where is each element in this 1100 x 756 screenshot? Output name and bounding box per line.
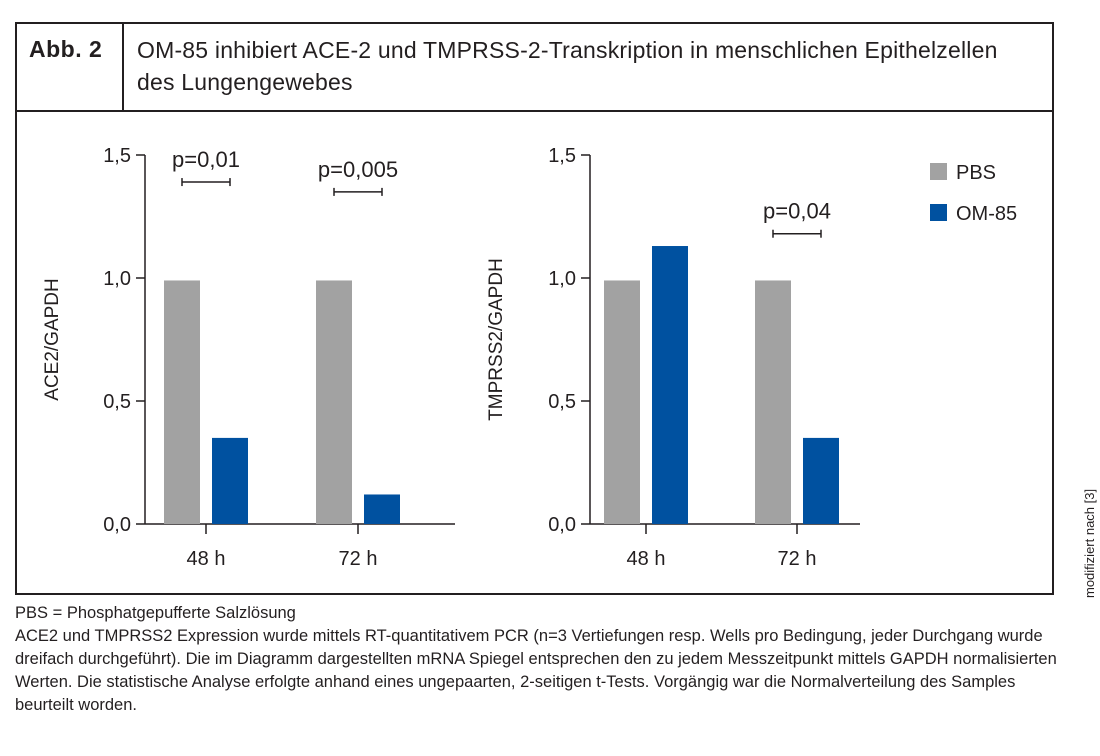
figure-title: OM-85 inhibiert ACE-2 und TMPRSS-2-Trans… [137,37,998,95]
y-tick-label: 1,0 [103,268,131,290]
legend-swatch-pbs [930,163,947,180]
y-tick-label: 1,5 [103,145,131,167]
bar-pbs-48h [604,280,640,524]
source-note: modifiziert nach [3] [1082,488,1097,598]
bar-pbs-72h [755,280,791,524]
bar-pbs-72h [316,280,352,524]
footnote-abbreviation: PBS = Phosphatgepufferte Salzlösung [15,604,296,622]
y-axis-label: ACE2/GAPDH [42,278,63,400]
y-tick-label: 0,0 [548,514,576,536]
legend-label-pbs: PBS [956,162,996,184]
bar-om85-72h [803,437,839,524]
p-value-label: p=0,01 [172,147,240,172]
y-tick-label: 0,0 [103,514,131,536]
figure-header: Abb. 2 OM-85 inhibiert ACE-2 und TMPRSS-… [17,24,1052,112]
figure-footnote: PBS = Phosphatgepufferte Salzlösung ACE2… [15,602,1075,717]
legend-swatch-om85 [930,204,947,221]
y-tick-label: 0,5 [548,391,576,413]
x-tick-label: 72 h [778,548,817,570]
p-value-label: p=0,04 [763,199,831,224]
x-tick-label: 48 h [187,548,226,570]
legend-label-om85: OM-85 [956,203,1017,225]
figure-frame: Abb. 2 OM-85 inhibiert ACE-2 und TMPRSS-… [15,22,1054,595]
bar-om85-48h [212,437,248,524]
y-tick-label: 0,5 [103,391,131,413]
header-divider [122,24,124,110]
figure-label: Abb. 2 [29,36,103,62]
bar-om85-48h [652,246,688,524]
bar-om85-72h [364,494,400,524]
p-value-label: p=0,005 [318,157,398,182]
y-tick-label: 1,0 [548,268,576,290]
y-axis-label: TMPRSS2/GAPDH [486,258,507,421]
bar-pbs-48h [164,280,200,524]
footnote-text: ACE2 und TMPRSS2 Expression wurde mittel… [15,627,1057,714]
x-tick-label: 72 h [339,548,378,570]
x-tick-label: 48 h [627,548,666,570]
y-tick-label: 1,5 [548,145,576,167]
